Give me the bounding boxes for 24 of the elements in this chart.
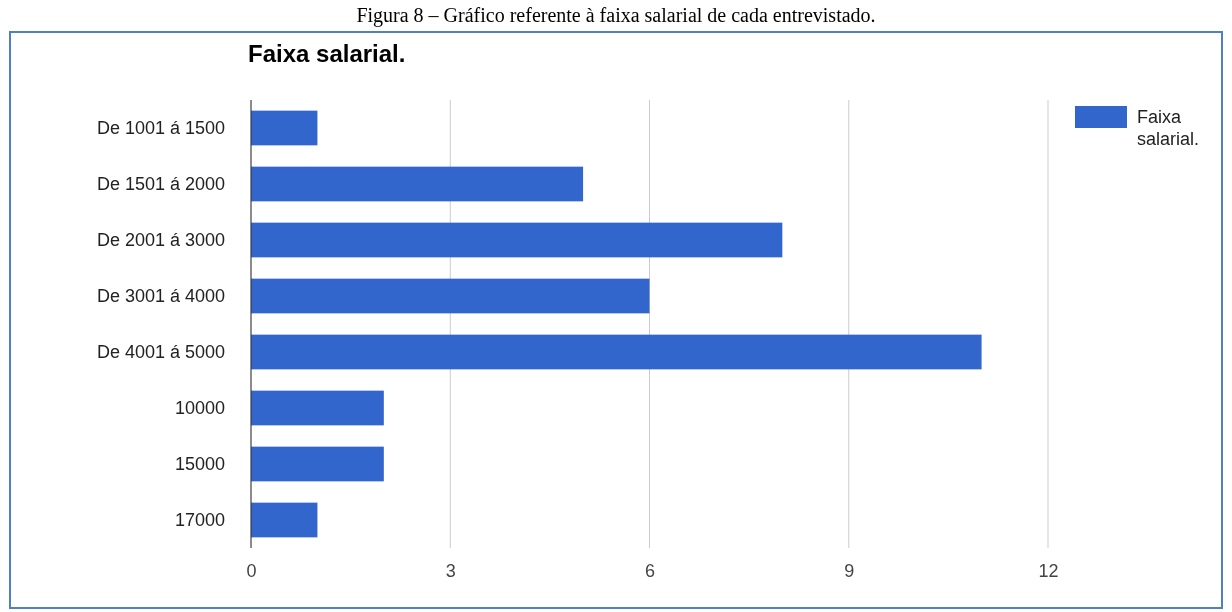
- x-tick-label: 9: [844, 560, 855, 581]
- bar: [251, 222, 783, 258]
- y-tick-label: De 1501 á 2000: [96, 173, 225, 194]
- y-tick-label: 17000: [174, 509, 225, 530]
- bar: [251, 502, 318, 538]
- y-tick-label: 15000: [174, 453, 225, 474]
- bar: [251, 446, 384, 482]
- bar: [251, 110, 318, 146]
- x-tick-label: 6: [644, 560, 656, 581]
- bar: [251, 334, 982, 370]
- bar: [251, 166, 584, 202]
- bar: [251, 278, 650, 314]
- chart-title: Faixa salarial.: [248, 40, 406, 67]
- y-tick-label: De 3001 á 4000: [96, 285, 225, 306]
- y-tick-label: De 1001 á 1500: [96, 117, 225, 138]
- y-tick-label: De 2001 á 3000: [96, 229, 225, 250]
- x-tick-label: 12: [1038, 560, 1059, 581]
- text: Figura 8 – Gráfico referente à faixa salarial de cada entrevistado.: [356, 4, 876, 27]
- bar: [251, 390, 384, 426]
- x-tick-label: 3: [445, 560, 456, 581]
- x-tick-label: 0: [246, 560, 257, 581]
- y-tick-label: De 4001 á 5000: [96, 341, 225, 362]
- legend-label: Faixa salarial.: [1137, 107, 1200, 149]
- y-tick-label: 10000: [174, 397, 225, 418]
